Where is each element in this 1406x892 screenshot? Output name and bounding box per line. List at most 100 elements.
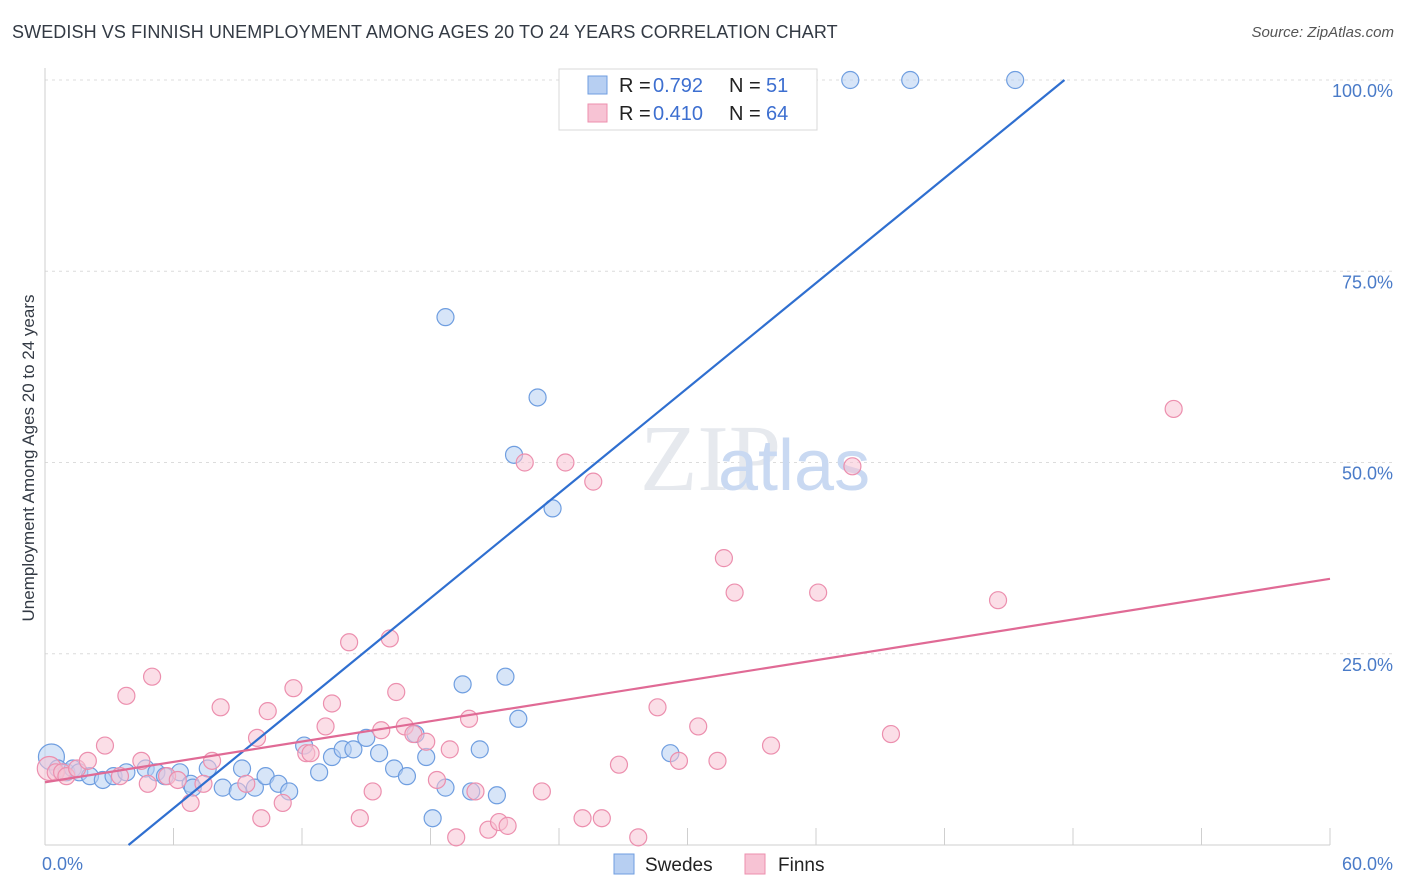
x-tick-label-min: 0.0% — [42, 854, 83, 874]
finns-point-29 — [350, 809, 369, 828]
finns-point-57 — [714, 549, 734, 568]
finns-point-41 — [466, 782, 485, 801]
swedes-point-34 — [423, 809, 442, 828]
legend-n-value-0: 51 — [766, 75, 788, 97]
y-tick-label-2: 75.0% — [1342, 272, 1393, 292]
y-tick-label-0: 25.0% — [1342, 655, 1393, 675]
x-tick-label-max: 60.0% — [1342, 854, 1393, 874]
swedes-point-24 — [310, 763, 329, 782]
swedes-point-40 — [436, 308, 455, 327]
finns-point-13 — [168, 770, 187, 790]
finns-point-58 — [725, 583, 744, 602]
finns-point-23 — [284, 679, 303, 698]
swedes-point-38 — [470, 740, 489, 759]
finns-point-46 — [532, 782, 551, 801]
finns-point-44 — [498, 816, 517, 835]
finns-point-8 — [117, 686, 136, 705]
swedes-legend-swatch — [613, 853, 635, 875]
finns-point-51 — [609, 755, 629, 774]
swedes-point-50 — [1006, 70, 1025, 90]
finns-point-17 — [211, 698, 230, 717]
finns-point-63 — [988, 591, 1008, 610]
swedes-point-43 — [509, 709, 528, 728]
finns-point-40 — [459, 709, 479, 728]
swedes-point-29 — [370, 744, 389, 763]
finns-point-28 — [340, 633, 359, 652]
finns-point-38 — [440, 740, 459, 759]
swedes-point-36 — [453, 675, 472, 694]
finns-point-6 — [95, 736, 115, 755]
swedes-point-18 — [232, 759, 252, 778]
finns-point-11 — [142, 667, 162, 686]
finns-point-37 — [427, 770, 447, 790]
finns-point-49 — [584, 472, 603, 491]
finns-point-50 — [592, 809, 611, 828]
finns-point-47 — [556, 453, 575, 472]
legend-r-value-1: 0.410 — [653, 103, 703, 125]
finns-point-53 — [648, 698, 667, 717]
swedes-point-31 — [397, 767, 417, 786]
y-axis-title: Unemployment Among Ages 20 to 24 years — [19, 295, 38, 622]
finns-point-9 — [132, 751, 151, 770]
data-points — [36, 70, 1183, 847]
swedes-point-49 — [901, 70, 920, 90]
legend-r-label-0: R = — [619, 75, 651, 97]
swedes-point-16 — [213, 778, 232, 797]
swedes-point-48 — [841, 70, 860, 90]
x-axis-ticks — [173, 828, 1331, 845]
series-legend: Swedes Finns — [613, 853, 824, 876]
finns-point-52 — [629, 828, 648, 847]
legend-n-label-0: N = — [729, 75, 761, 97]
x-tick-labels: 0.0% 60.0% — [42, 854, 1393, 874]
finns-point-5 — [78, 751, 97, 770]
swedes-point-33 — [417, 747, 436, 767]
swedes-point-41 — [496, 667, 515, 686]
finns-point-61 — [843, 457, 862, 476]
y-tick-labels: 25.0% 50.0% 75.0% 100.0% — [1332, 81, 1393, 675]
legend-n-label-1: N = — [729, 103, 761, 125]
swedes-legend-label: Swedes — [645, 855, 713, 876]
swedes-point-28 — [357, 728, 376, 748]
finns-point-45 — [515, 453, 534, 472]
swedes-point-45 — [543, 499, 562, 518]
swedes-stats-swatch — [587, 75, 608, 95]
finns-point-20 — [252, 809, 271, 828]
source-credit: Source: ZipAtlas.com — [1251, 24, 1394, 41]
swedes-point-27 — [344, 740, 363, 759]
finns-point-18 — [237, 774, 256, 793]
legend-r-label-1: R = — [619, 103, 651, 125]
finns-legend-label: Finns — [778, 855, 824, 876]
finns-point-25 — [301, 744, 320, 763]
finns-point-22 — [273, 793, 292, 813]
finns-point-55 — [689, 717, 708, 736]
swedes-point-44 — [528, 388, 547, 407]
finns-point-26 — [316, 717, 335, 736]
finns-point-36 — [417, 732, 436, 751]
finns-point-59 — [761, 736, 781, 755]
stats-legend: R = 0.792 N = 51 R = 0.410 N = 64 — [558, 68, 818, 131]
finns-point-21 — [258, 702, 277, 721]
legend-n-value-1: 64 — [766, 103, 788, 125]
swedes-point-39 — [487, 786, 506, 805]
finns-point-27 — [322, 694, 342, 713]
chart-title: SWEDISH VS FINNISH UNEMPLOYMENT AMONG AG… — [12, 22, 838, 42]
finns-point-54 — [669, 751, 689, 770]
finns-point-30 — [363, 782, 382, 801]
finns-point-64 — [1164, 399, 1183, 419]
finns-point-14 — [181, 793, 200, 813]
finns-point-39 — [447, 828, 466, 847]
y-tick-label-3: 100.0% — [1332, 81, 1393, 101]
finns-point-33 — [387, 682, 406, 702]
finns-point-60 — [809, 583, 828, 602]
watermark-zip: ZIP — [640, 407, 781, 511]
finns-trend-line — [44, 577, 1331, 784]
legend-r-value-0: 0.792 — [653, 75, 703, 97]
trend-lines — [44, 79, 1331, 846]
finns-legend-swatch — [744, 853, 766, 875]
swedes-trend-line — [127, 79, 1066, 846]
finns-point-56 — [708, 751, 727, 770]
y-tick-label-1: 50.0% — [1342, 464, 1393, 484]
finns-point-10 — [138, 774, 157, 793]
finns-stats-swatch — [587, 103, 608, 123]
